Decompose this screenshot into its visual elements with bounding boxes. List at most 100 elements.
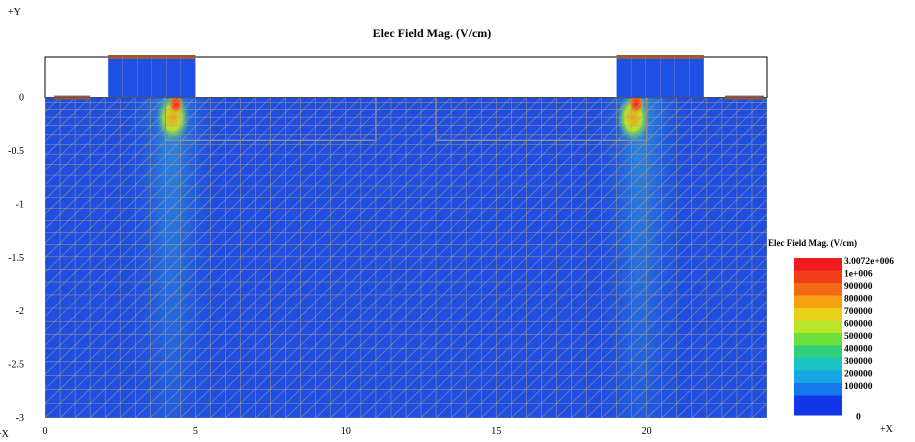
mesh-line (556, 213, 767, 419)
mesh-line (646, 301, 767, 419)
colorbar-swatch (794, 333, 842, 346)
mesh-line (405, 97, 738, 419)
colorbar-swatch (794, 283, 842, 296)
mesh-line (210, 97, 542, 419)
mesh-line (225, 97, 557, 419)
mesh-line (45, 97, 181, 230)
mesh-line (300, 97, 632, 419)
x-tick-label: 0 (43, 426, 48, 437)
colorbar-label: 3.0072e+006 (844, 257, 894, 267)
y-tick-label: -1.5 (8, 253, 24, 264)
mesh-line (45, 97, 332, 375)
y-axis-marker: +Y (8, 7, 21, 18)
mesh-line (195, 97, 527, 419)
mesh-line (45, 97, 362, 404)
field-column (590, 97, 691, 418)
mesh-line (165, 97, 497, 419)
mesh-line (616, 271, 767, 419)
colorbar-swatch (794, 395, 842, 416)
y-tick-label: -1 (16, 199, 24, 210)
mesh-line (450, 111, 767, 419)
field-intensity (121, 97, 691, 418)
y-tick-label: -3 (16, 413, 24, 424)
mesh-line (45, 97, 196, 244)
x-origin-marker: +X (0, 429, 10, 440)
mesh-line (45, 97, 347, 390)
junction-outline-1 (164, 97, 377, 142)
x-tick-label: 10 (341, 426, 351, 437)
mesh-line (631, 286, 767, 419)
mesh-line (601, 257, 767, 419)
mesh-line (315, 97, 647, 419)
mesh-line (465, 126, 767, 419)
mesh-line (661, 315, 767, 419)
mesh-line (586, 242, 767, 419)
colorbar-label: 400000 (844, 345, 873, 355)
colorbar-label: 1e+006 (844, 270, 873, 280)
colorbar-swatch (794, 345, 842, 358)
colorbar-swatch (794, 270, 842, 283)
mesh-line (45, 97, 316, 361)
colorbar-label: 900000 (844, 282, 873, 292)
mesh-line (330, 97, 662, 419)
colorbar-swatch (794, 383, 842, 396)
mesh-line (45, 97, 377, 419)
colorbar-swatch (794, 295, 842, 308)
x-tick-label: 5 (193, 426, 198, 437)
mesh-line (45, 97, 151, 200)
x-tick-label: 20 (642, 426, 652, 437)
mesh-line (45, 97, 286, 332)
mesh-line (420, 97, 753, 419)
mesh-line (285, 97, 617, 419)
mesh-grid (45, 97, 767, 419)
mesh-line (45, 97, 211, 259)
colorbar-title: Elec Field Mag. (V/cm) (768, 238, 857, 248)
colorbar-label: 100000 (844, 382, 873, 392)
colorbar-swatch (794, 308, 842, 321)
mesh-line (390, 97, 723, 419)
mesh-line (45, 97, 226, 273)
mesh-line (360, 97, 693, 419)
axes: 0 5 10 15 20 0 -0.5 -1 -1.5 -2 -2.5 -3 (8, 93, 652, 437)
mesh-line (435, 97, 767, 419)
mesh-line (691, 344, 767, 419)
colorbar-swatch (794, 258, 842, 271)
mesh-line (89, 97, 422, 419)
mesh-line (345, 97, 677, 419)
field-column (121, 97, 222, 418)
mesh-line (74, 97, 407, 419)
colorbar-label: 600000 (844, 320, 873, 330)
x-axis-marker: +X (880, 424, 894, 435)
mesh-line (45, 97, 166, 215)
colorbar-label: 700000 (844, 307, 873, 317)
y-tick-label: -0.5 (8, 146, 24, 157)
x-tick-label: 15 (491, 426, 501, 437)
colorbar-label: 0 (856, 413, 861, 423)
mesh-line (180, 97, 512, 419)
mesh-line (240, 97, 572, 419)
mesh-line (541, 199, 767, 419)
mesh-line (45, 97, 271, 317)
y-tick-label: -2.5 (8, 360, 24, 371)
colorbar-label: 200000 (844, 370, 873, 380)
colorbar: Elec Field Mag. (V/cm) 3.0072e+006 1e+006 9… (768, 238, 894, 423)
y-tick-label: -2 (16, 306, 24, 317)
mesh-line (119, 97, 452, 419)
y-tick-label: 0 (19, 93, 24, 104)
mesh-line (255, 97, 587, 419)
oxide-layer (44, 55, 768, 100)
mesh-line (511, 169, 767, 419)
mesh-line (571, 228, 767, 419)
colorbar-label: 800000 (844, 295, 873, 305)
mesh-line (45, 97, 121, 171)
mesh-line (706, 359, 767, 419)
mesh-line (59, 97, 392, 419)
colorbar-swatch (794, 320, 842, 333)
mesh-line (45, 97, 256, 302)
junction-outline-2 (435, 97, 648, 142)
mesh-line (270, 97, 602, 419)
mesh-line (45, 97, 136, 186)
mesh-line (375, 97, 708, 419)
mesh-line (135, 97, 467, 419)
